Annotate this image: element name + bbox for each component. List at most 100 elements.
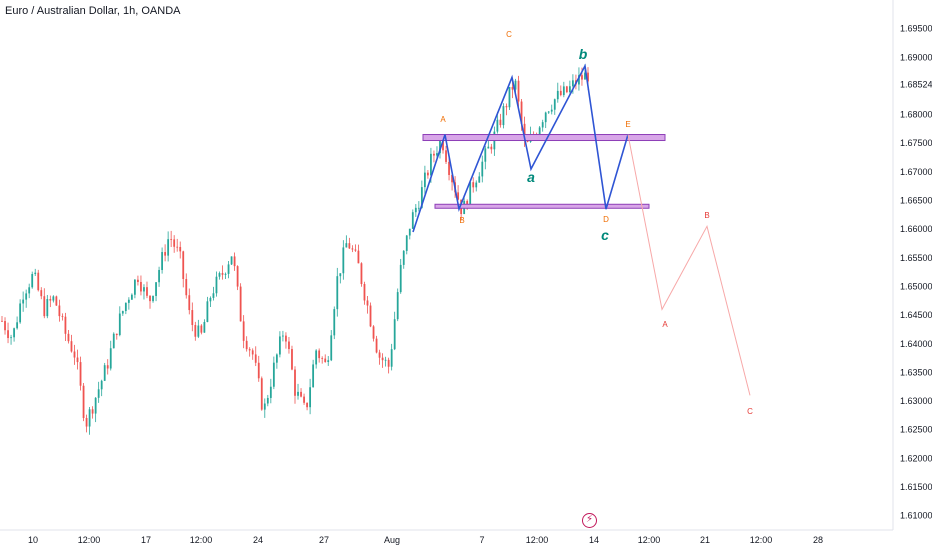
candle-body: [215, 276, 218, 294]
time-tick-label: 28: [813, 535, 823, 545]
candle-body: [520, 101, 523, 124]
candle-body: [173, 239, 176, 247]
candle-body: [64, 316, 67, 334]
candle-body: [206, 301, 209, 322]
wave-lines-group: [412, 63, 751, 396]
candle-body: [230, 256, 233, 265]
candle-body: [354, 249, 357, 251]
candle-body: [134, 279, 136, 295]
candle-body: [242, 321, 245, 341]
candle-body: [263, 403, 266, 410]
candle-body: [526, 140, 529, 142]
candle-body: [115, 333, 118, 336]
candle-body: [448, 161, 450, 175]
candle-body: [103, 365, 106, 381]
candle-body: [508, 86, 511, 108]
candle-body: [140, 281, 142, 292]
candle-body: [109, 348, 112, 369]
candle-body: [179, 246, 182, 252]
candle-body: [4, 321, 6, 331]
candle-body: [224, 273, 227, 275]
candle-body: [517, 80, 520, 102]
candle-body: [523, 123, 526, 141]
price-tick-label: 1.61000: [900, 511, 932, 521]
candle-body: [294, 369, 296, 396]
candle-body: [182, 251, 185, 280]
candle-body: [218, 273, 221, 277]
candle-body: [55, 296, 58, 306]
time-tick-label: 10: [28, 535, 38, 545]
candle-body: [321, 358, 324, 359]
price-tick-label: 1.67000: [900, 167, 932, 177]
time-tick-label: 21: [700, 535, 710, 545]
time-axis[interactable]: 10 12:00 17 12:00 24 27 Aug 7 12:00 14 12:00 21 12:0…: [28, 535, 823, 545]
candle-body: [571, 80, 574, 87]
candle-body: [203, 321, 206, 333]
candle-body: [330, 335, 333, 361]
price-tick-label: 1.62000: [900, 453, 932, 463]
candle-body: [152, 295, 154, 302]
candle-body: [137, 279, 139, 282]
candle-body: [239, 286, 242, 322]
candle-body: [127, 299, 130, 303]
candle-body: [327, 360, 330, 362]
candle-body: [176, 246, 179, 248]
candle-body: [260, 378, 263, 410]
wave-label-projection: C: [747, 407, 753, 416]
candle-body: [469, 182, 472, 208]
candle-body: [399, 264, 402, 293]
candle-body: [315, 350, 318, 365]
candle-body: [372, 326, 375, 339]
candle-body: [405, 235, 408, 251]
lightning-icon[interactable]: ⚡: [582, 513, 597, 528]
candle-body: [559, 90, 562, 96]
price-tick-label: 1.66500: [900, 196, 932, 206]
candle-body: [324, 358, 327, 362]
candle-body: [82, 385, 85, 419]
candle-body: [164, 252, 167, 256]
wave-label-orange: A: [440, 115, 446, 124]
wave-label-orange: B: [459, 216, 464, 225]
candle-body: [167, 239, 170, 256]
candle-body: [357, 250, 360, 264]
candle-body: [318, 350, 321, 359]
candle-body: [40, 290, 43, 297]
candle-body: [146, 287, 148, 296]
candle-body: [484, 148, 487, 162]
wave-label-orange: E: [625, 120, 630, 129]
candle-body: [124, 302, 127, 312]
time-tick-label: 7: [479, 535, 484, 545]
wave-label-teal: b: [579, 46, 588, 62]
price-tick-label: 1.66000: [900, 224, 932, 234]
candle-body: [85, 418, 88, 427]
candle-body: [61, 316, 64, 317]
candle-body: [381, 357, 384, 361]
candle-body: [31, 274, 34, 288]
candle-body: [351, 248, 354, 250]
candle-body: [423, 172, 426, 188]
candle-body: [309, 387, 312, 408]
price-tick-label: 1.68524: [900, 80, 932, 90]
wave-label-teal: c: [601, 227, 609, 243]
candle-body: [312, 364, 315, 388]
candle-body: [291, 349, 293, 370]
candle-body: [19, 303, 22, 323]
candle-body: [457, 192, 460, 200]
candle-body: [28, 287, 31, 294]
price-axis[interactable]: 1.69500 1.69000 1.68524 1.68000 1.67500 1.670…: [900, 24, 932, 521]
candle-body: [584, 72, 586, 80]
candle-body: [37, 272, 40, 291]
zones-group: [422, 134, 666, 209]
candle-body: [288, 341, 290, 350]
candle-body: [427, 172, 429, 176]
candle-body: [436, 153, 438, 156]
time-tick-label: 24: [253, 535, 263, 545]
candle-body: [130, 294, 133, 300]
candle-body: [375, 338, 378, 353]
candle-body: [348, 243, 351, 249]
candle-body: [568, 86, 571, 93]
candle-body: [282, 335, 284, 337]
candle-body: [369, 305, 372, 327]
candle-body: [49, 299, 52, 301]
